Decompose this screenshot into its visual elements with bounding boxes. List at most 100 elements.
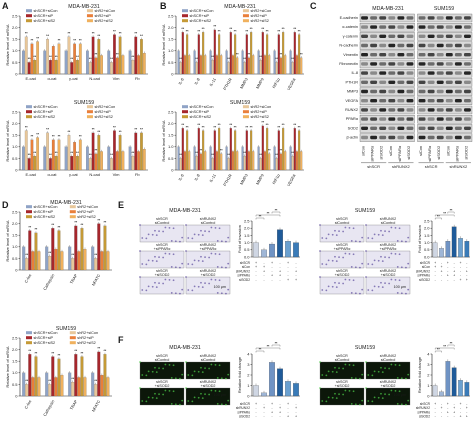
a1-chart: MDA-MB-231 0 0.5 1.0 1.5 2.0 2.5 Relative level… [5, 4, 148, 81]
f1-ytick-label: 4 [247, 351, 250, 356]
e1-condition-mark: + [271, 274, 273, 278]
blot-band [418, 99, 426, 103]
blot-strip [417, 59, 473, 69]
b2-legend-label: shR2+siCon [250, 105, 271, 109]
f-mda-image-tile-cell [162, 393, 165, 396]
f2-condition-label: siSOD2 [419, 415, 430, 419]
f-sum159-image-tile-cell [334, 392, 336, 395]
e-sum159-image-tile-cell [331, 285, 334, 288]
f-mda-image-tile-cell [218, 364, 221, 367]
a1-legend-swatch [86, 19, 93, 23]
e-mda-image-tile-cell [208, 256, 211, 259]
e-mda-image-tile-cell [174, 266, 177, 269]
e-mda-image-tile-cell [151, 259, 154, 262]
b2-significance-mark: ** [293, 123, 296, 127]
a1-bar [118, 36, 122, 75]
blot-band [379, 117, 387, 121]
f1-condition-mark: + [263, 406, 265, 410]
f-sum159-image-tile-cell [342, 367, 345, 370]
blot-band [427, 126, 435, 130]
blot-lane-label: siCon [388, 146, 393, 156]
blot-strip [359, 133, 415, 142]
e-mda-image-tile-cell [155, 234, 158, 237]
b1-xtick-label: IL-6 [177, 76, 185, 85]
e1-condition-mark: + [295, 278, 297, 282]
b1-ytick-label: 0.5 [168, 60, 174, 65]
e-mda-image-tile-cell [154, 229, 156, 232]
f-sum159-image-tile-cell [367, 374, 370, 376]
b2-significance-mark: ** [275, 153, 278, 157]
a2-bar [118, 135, 122, 171]
f-mda-image-tile-cell [200, 366, 202, 369]
d1-bar [34, 232, 38, 271]
f1-condition-label: siSOD2 [239, 415, 250, 419]
f1-significance-mark: ** [275, 341, 278, 345]
e1-ytick-label: 1.5 [244, 233, 250, 238]
f1-ytick-label: 3 [247, 362, 250, 367]
e-mda-image-tile-cell [191, 237, 194, 240]
b1-legend-swatch [182, 19, 188, 23]
f-mda-image-tile-cell [154, 392, 156, 395]
blot-band [454, 89, 462, 94]
a2-significance-mark: ** [68, 130, 71, 134]
blot-row-label: PTH1R [346, 80, 359, 84]
a1-significance-mark: ** [31, 39, 34, 43]
blot-band [464, 99, 471, 103]
a1-bar [49, 60, 52, 75]
a2-significance-mark: ** [140, 128, 143, 132]
b2-significance-mark: ** [250, 125, 253, 129]
blot-band [361, 34, 368, 38]
b2-bar [250, 130, 253, 171]
b2-bar [213, 130, 216, 171]
b1-significance-mark: ** [245, 29, 248, 33]
panel-e-label: E [118, 200, 124, 210]
b2-legend-swatch [242, 110, 249, 114]
blot-band [418, 108, 426, 112]
b2-significance-mark: ** [211, 153, 214, 157]
d2-bar [48, 384, 52, 397]
e-sum159-image-tile-cell [390, 278, 393, 281]
e-mda-image-tile [185, 224, 231, 243]
e-sum159-image-tile-cell [400, 240, 403, 243]
f-sum159-image-tile-cell [377, 370, 380, 373]
f1-ylabel: Relative fold change [237, 356, 242, 393]
f2-condition-mark: - [435, 415, 436, 419]
b1-significance-mark: ** [195, 57, 198, 61]
blot-strip [417, 50, 473, 59]
blot-band [388, 108, 396, 112]
f-mda-image-tile-cell [227, 399, 230, 402]
blot-band [361, 89, 368, 94]
b1-bar [229, 32, 232, 75]
e-mda-image-tile-cell [218, 227, 221, 230]
f-sum159-image-tile-cell [367, 400, 370, 402]
blot-band [464, 80, 471, 84]
e-sum159-image-tile-cell [396, 239, 399, 242]
b1-significance-mark: ** [282, 27, 285, 31]
e-sum159-image-tile-cell [394, 226, 397, 229]
b2-legend-swatch [242, 105, 249, 109]
a1-xtick-label: γ-cat [69, 76, 79, 81]
e2-condition-mark: + [441, 265, 443, 269]
e-mda-image-tile-cell [145, 237, 148, 240]
e-sum159-image-tile-cell [405, 292, 407, 295]
f-sum159-image-label: siControl [381, 358, 396, 362]
f2-significance-mark: ** [450, 341, 453, 345]
d1-bar [68, 246, 72, 271]
a1-bar [70, 62, 74, 75]
a2-bar [36, 137, 39, 171]
d1-bar [80, 228, 84, 271]
f-mda-image-tile-cell [204, 393, 206, 396]
f-mda-image-tile-cell [225, 403, 227, 406]
b1-significance-mark: ** [197, 29, 200, 33]
e2-condition-mark: - [460, 274, 461, 278]
blot-band [397, 126, 405, 130]
a2-legend-label: shR2+siP [94, 110, 111, 114]
blot-lane-label: siCon [445, 146, 450, 156]
e-mda-image-tile-cell [200, 229, 202, 232]
blot-row-label: RUNX2 [345, 108, 358, 112]
f-mda-image-tile-cell [145, 400, 148, 403]
e-sum159-image-tile-cell [359, 292, 361, 295]
panel-d-label: D [2, 200, 9, 210]
b2-bar [300, 151, 303, 171]
e-mda-image-tile-cell [220, 266, 223, 269]
